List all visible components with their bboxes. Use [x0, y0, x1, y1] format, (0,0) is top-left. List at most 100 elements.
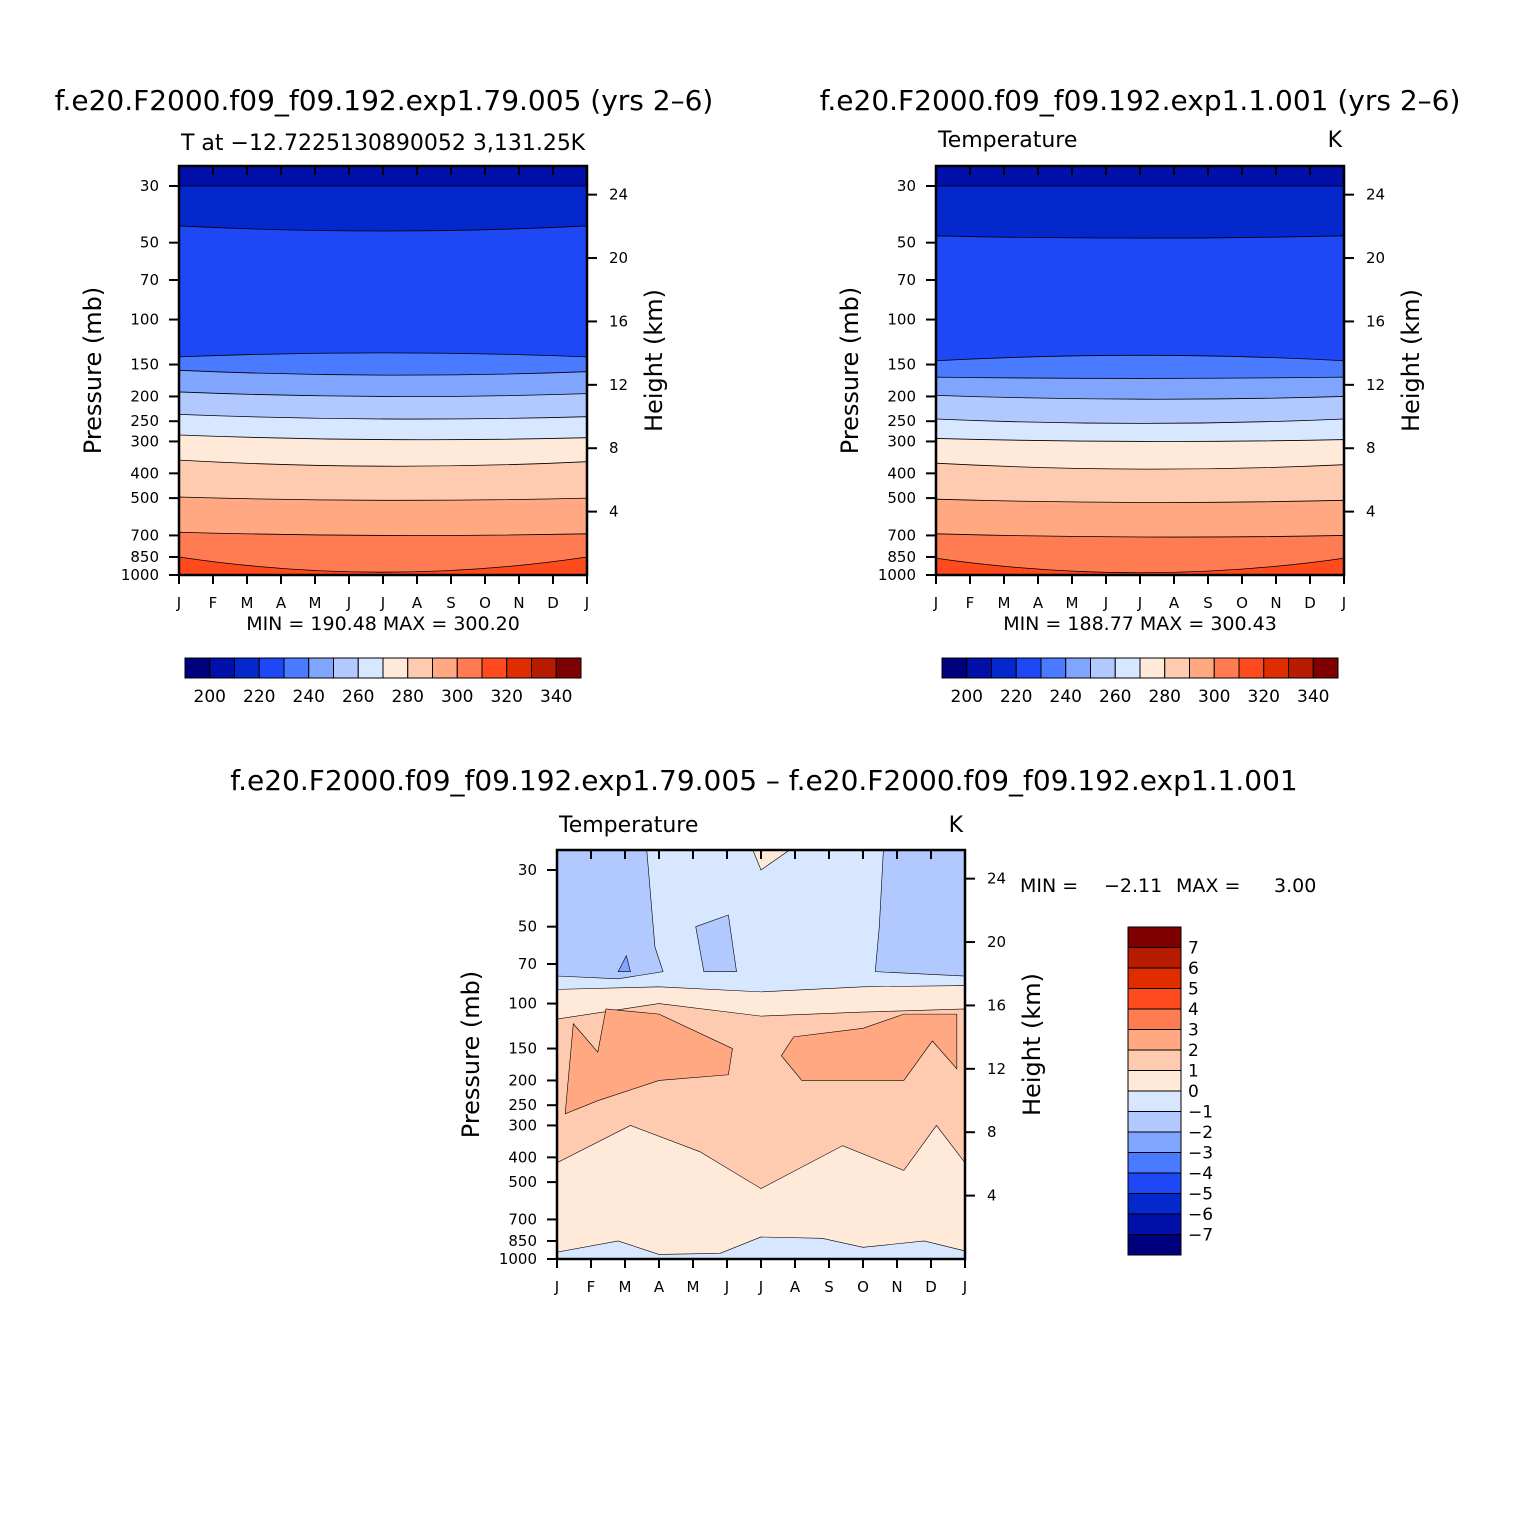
colorbar-swatch [407, 657, 433, 679]
colorbar-swatch [1127, 967, 1182, 989]
units-label: K [1328, 128, 1343, 153]
min-value: −2.11 [1104, 875, 1162, 897]
colorbar-label: 3 [1188, 1021, 1199, 1041]
chart-title: f.e20.F2000.f09_f09.192.exp1.79.005 – f.… [230, 764, 1297, 797]
plot-frame [934, 164, 1346, 577]
colorbar-label: 320 [491, 687, 523, 707]
diff-region-neg2-right [874, 849, 966, 977]
colorbar-label: 280 [392, 687, 424, 707]
contour-band [935, 557, 1345, 576]
month-label: F [966, 594, 975, 612]
height-tick-label: 24 [609, 186, 628, 204]
month-label: O [479, 594, 491, 612]
y-axis-label-left: Pressure (mb) [79, 287, 107, 454]
month-label: J [380, 594, 385, 612]
month-label: N [513, 594, 524, 612]
colorbar-swatch [258, 657, 285, 679]
pressure-tick-label: 30 [897, 177, 916, 195]
pressure-tick-label: 850 [130, 548, 159, 566]
pressure-tick-label: 150 [130, 356, 159, 374]
month-label: A [1169, 594, 1180, 612]
diff-region-neg2-mid [695, 914, 737, 972]
y-axis-label-left: Pressure (mb) [836, 287, 864, 454]
month-label: J [176, 594, 181, 612]
colorbar-swatch [1127, 1213, 1182, 1235]
pressure-tick-label: 700 [130, 526, 159, 544]
height-tick-label: 8 [609, 439, 619, 457]
month-label: M [619, 1278, 632, 1296]
diff-region-pos2-left [564, 1008, 733, 1115]
colorbar-swatch [1065, 657, 1091, 679]
colorbar-swatch [1127, 1008, 1182, 1030]
pressure-tick-label: 200 [508, 1071, 537, 1089]
colorbar-swatch [1090, 657, 1116, 679]
height-tick-label: 12 [1366, 376, 1385, 394]
pressure-tick-label: 500 [887, 489, 916, 507]
panel-2: J F M A M J J A S O N D J 30 50 70 100 150 200 250 300 400 500… [820, 84, 1461, 707]
pressure-tick-label: 300 [508, 1116, 537, 1134]
colorbar-label: 0 [1188, 1082, 1199, 1102]
pressure-tick-label: 1000 [499, 1250, 537, 1268]
colorbar-swatch [1127, 1111, 1182, 1133]
y-axis-label-left: Pressure (mb) [457, 971, 485, 1138]
colorbar-label: 340 [1297, 687, 1329, 707]
colorbar-swatch [432, 657, 458, 679]
month-label: M [309, 594, 322, 612]
colorbar-label: −3 [1188, 1144, 1213, 1164]
colorbar-label: 300 [1198, 687, 1230, 707]
month-label: J [962, 1278, 967, 1296]
plot-frame [177, 164, 589, 577]
colorbar-swatch [1213, 657, 1240, 679]
pressure-tick-label: 100 [130, 311, 159, 329]
pressure-tick-label: 250 [887, 412, 916, 430]
month-label: N [891, 1278, 902, 1296]
month-label: D [547, 594, 559, 612]
plot-frame [555, 848, 967, 1261]
colorbar-swatch [1127, 1131, 1182, 1153]
pressure-tick-label: 250 [508, 1096, 537, 1114]
pressure-tick-label: 700 [887, 526, 916, 544]
max-label: MAX = [1176, 875, 1240, 897]
colorbar-swatch [1127, 988, 1182, 1010]
y-axis-label-right: Height (km) [640, 289, 668, 432]
colorbar-swatch [531, 657, 557, 679]
month-label: J [1341, 594, 1346, 612]
pressure-tick-label: 1000 [121, 566, 159, 584]
pressure-tick-label: 200 [130, 387, 159, 405]
colorbar-label: −2 [1188, 1123, 1213, 1143]
colorbar-swatch [1127, 1090, 1182, 1112]
y-axis-label-right: Height (km) [1018, 973, 1046, 1116]
colorbar-swatch [1127, 947, 1182, 969]
colorbar-swatch [1015, 657, 1042, 679]
height-tick-label: 12 [987, 1060, 1006, 1078]
colorbar-label: −7 [1188, 1226, 1213, 1246]
colorbar-swatch [1040, 657, 1067, 679]
colorbar-label: 260 [342, 687, 374, 707]
colorbar-label: 7 [1188, 939, 1199, 959]
month-label: M [687, 1278, 700, 1296]
colorbar-label: 300 [441, 687, 473, 707]
diff-region-neg3 [617, 954, 631, 972]
colorbar-swatch [1127, 1029, 1182, 1051]
height-tick-label: 12 [609, 376, 628, 394]
pressure-tick-label: 500 [130, 489, 159, 507]
colorbar-swatch [966, 657, 992, 679]
colorbar-label: 220 [1000, 687, 1032, 707]
month-label: A [412, 594, 423, 612]
month-label: J [1103, 594, 1108, 612]
pressure-tick-label: 400 [508, 1148, 537, 1166]
chart-title: f.e20.F2000.f09_f09.192.exp1.1.001 (yrs … [820, 84, 1461, 117]
pressure-tick-label: 300 [887, 432, 916, 450]
month-label: J [933, 594, 938, 612]
month-label: O [1236, 594, 1248, 612]
colorbar-swatch [209, 657, 235, 679]
colorbar-swatch [1189, 657, 1215, 679]
month-label: S [1203, 594, 1213, 612]
height-tick-label: 20 [1366, 249, 1385, 267]
colorbar-label: 2 [1188, 1041, 1199, 1061]
pressure-tick-label: 300 [130, 432, 159, 450]
colorbar-swatch [308, 657, 334, 679]
colorbar-swatch [1127, 1172, 1182, 1194]
pressure-tick-label: 400 [130, 464, 159, 482]
